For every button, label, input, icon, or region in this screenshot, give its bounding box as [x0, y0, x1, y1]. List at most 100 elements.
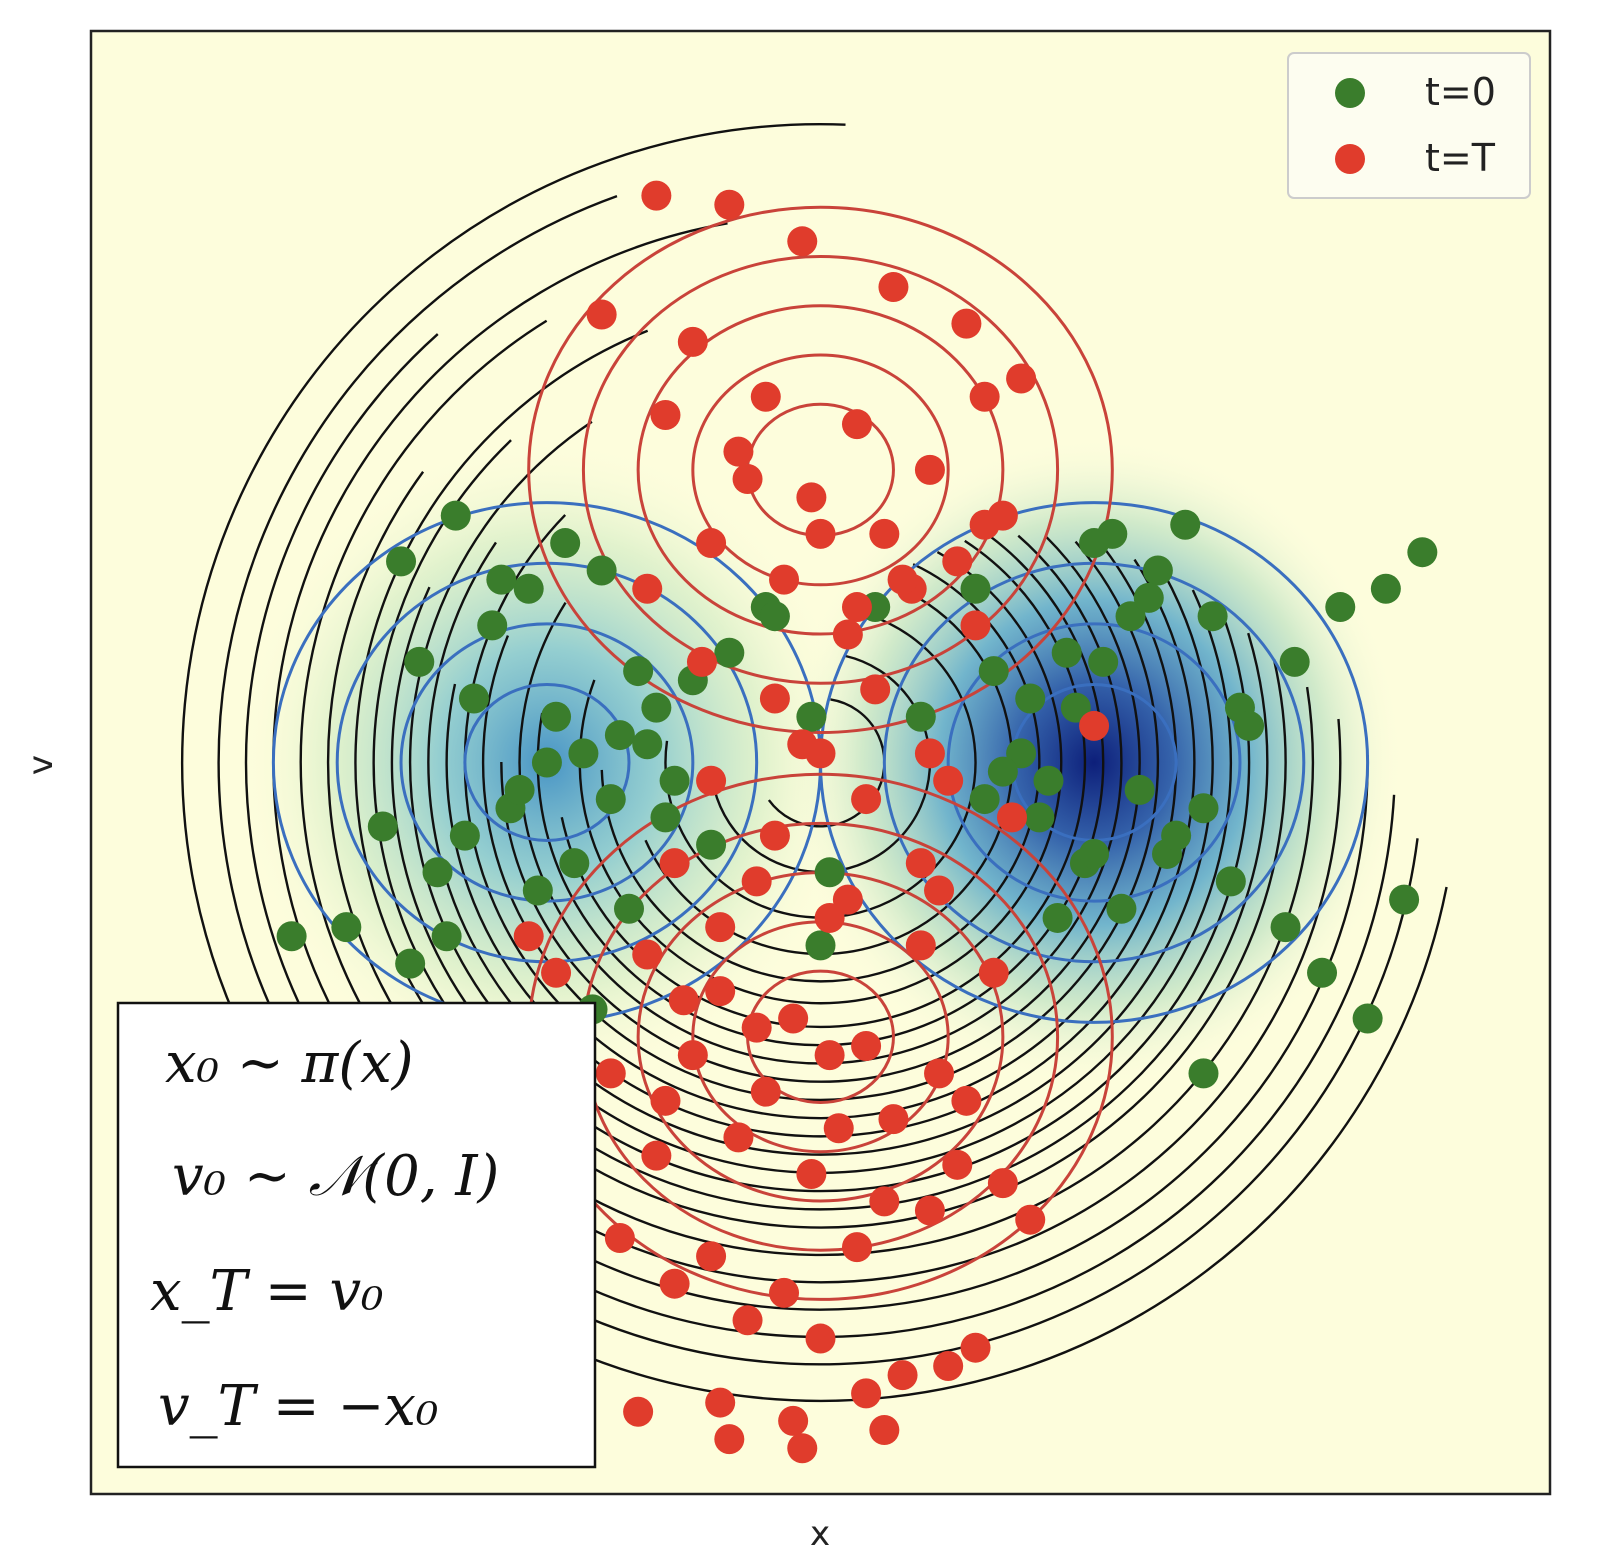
equations-box-frame: [116, 1001, 597, 1469]
start-point: [1325, 592, 1356, 623]
end-point: [805, 518, 836, 549]
final-contour-layer: [527, 205, 1114, 1301]
start-point: [623, 656, 654, 687]
start-point: [796, 701, 827, 732]
start-point: [367, 811, 398, 842]
end-point: [732, 1305, 763, 1336]
end-point: [723, 1122, 754, 1153]
equation-line-3: x_T = v₀: [150, 1259, 384, 1324]
end-point: [996, 802, 1027, 833]
end-point: [924, 1058, 955, 1089]
pi-contour: [463, 683, 631, 842]
end-point: [841, 1232, 872, 1263]
start-point: [1051, 637, 1082, 668]
end-point: [513, 921, 544, 952]
end-point: [951, 308, 982, 339]
end-point: [723, 436, 754, 467]
start-point: [477, 610, 508, 641]
trajectory-path: [326, 471, 1315, 1257]
equations-box: x₀ ~ π(x) v₀ ~ 𝒩(0, I) x_T = v₀ v_T = −x…: [116, 1001, 597, 1469]
start-point: [987, 756, 1018, 787]
end-point: [732, 464, 763, 495]
end-point: [914, 454, 945, 485]
end-point: [960, 1332, 991, 1363]
start-point: [522, 875, 553, 906]
start-point: [632, 729, 663, 760]
end-point: [814, 902, 845, 933]
end-point: [714, 189, 745, 220]
start-point: [559, 848, 590, 879]
start-point: [1197, 601, 1228, 632]
start-point: [331, 912, 362, 943]
end-point: [914, 738, 945, 769]
start-point: [1234, 710, 1265, 741]
start-point: [805, 930, 836, 961]
end-point: [987, 1168, 1018, 1199]
end-point: [659, 848, 690, 879]
equation-line-1: x₀ ~ π(x): [165, 1031, 414, 1096]
trajectory-path: [664, 613, 977, 919]
start-point: [1042, 902, 1073, 933]
start-point: [550, 528, 581, 559]
end-point: [1015, 1204, 1046, 1235]
start-point: [1188, 1058, 1219, 1089]
end-point: [878, 1104, 909, 1135]
start-point: [1079, 528, 1110, 559]
start-point: [1352, 1003, 1383, 1034]
end-point: [914, 1195, 945, 1226]
end-point: [586, 299, 617, 330]
start-point: [1407, 537, 1438, 568]
end-point: [595, 1058, 626, 1089]
end-point: [787, 1433, 818, 1464]
start-point: [1161, 820, 1192, 851]
end-point: [668, 985, 699, 1016]
end-point: [632, 939, 663, 970]
start-point: [714, 637, 745, 668]
start-point: [1215, 866, 1246, 897]
final-contour: [636, 304, 1005, 636]
start-point: [1133, 582, 1164, 613]
start-point: [586, 555, 617, 586]
end-point: [1006, 363, 1037, 394]
start-point: [1106, 893, 1137, 924]
trajectory-path: [713, 654, 932, 874]
start-point: [1279, 646, 1310, 677]
final-contour: [691, 353, 950, 587]
start-point: [1188, 793, 1219, 824]
end-point: [741, 866, 772, 897]
plot-frame: [89, 29, 1552, 1496]
end-point: [796, 482, 827, 513]
end-point: [951, 1085, 982, 1116]
trajectory-path: [372, 439, 1269, 1211]
end-point: [696, 1241, 727, 1272]
final-contour: [527, 205, 1114, 735]
equation-line-2: v₀ ~ 𝒩(0, I): [172, 1144, 499, 1209]
start-point: [513, 573, 544, 604]
trajectory-path: [500, 536, 1141, 1083]
end-point: [841, 592, 872, 623]
end-point: [750, 1076, 781, 1107]
legend-label-end: t=T: [1425, 136, 1496, 180]
start-point: [1170, 509, 1201, 540]
start-point: [650, 802, 681, 833]
end-point: [860, 674, 891, 705]
end-point: [778, 1003, 809, 1034]
start-point: [458, 683, 489, 714]
end-point: [769, 564, 800, 595]
start-point: [978, 656, 1009, 687]
end-point: [960, 610, 991, 641]
trajectory-path: [481, 540, 1160, 1102]
equation-line-4: v_T = −x₀: [158, 1374, 438, 1439]
start-point: [449, 820, 480, 851]
start-point: [431, 921, 462, 952]
density-blob: [784, 436, 1405, 1089]
end-point: [778, 1405, 809, 1436]
start-point: [404, 646, 435, 677]
end-point: [832, 884, 863, 915]
end-point: [942, 546, 973, 577]
start-point: [1124, 774, 1155, 805]
start-point: [395, 948, 426, 979]
start-point: [531, 747, 562, 778]
end-point: [905, 848, 936, 879]
start-point: [659, 765, 690, 796]
